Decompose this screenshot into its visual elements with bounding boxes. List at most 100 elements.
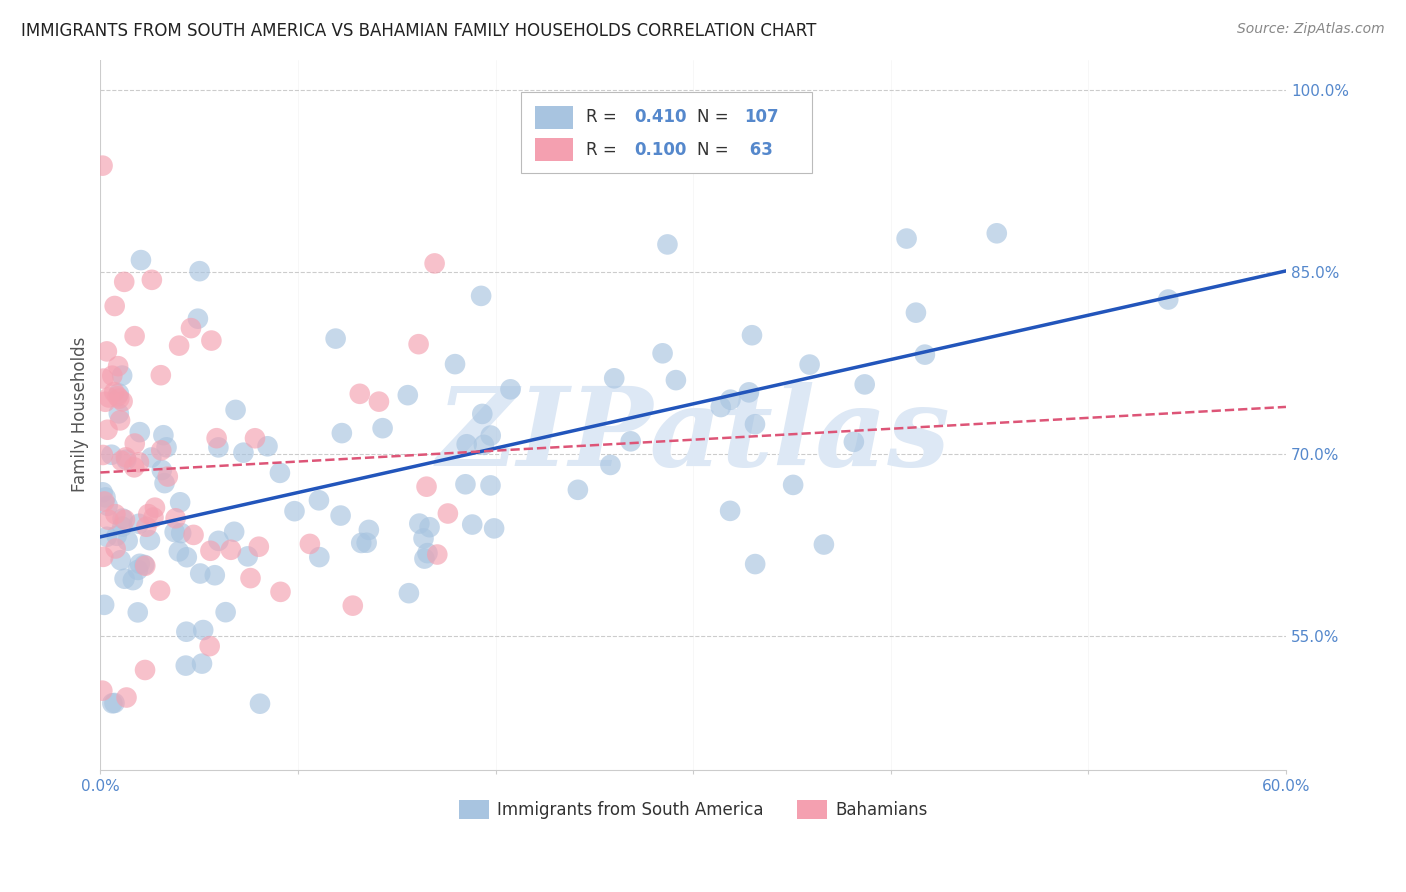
Point	[114, 450, 136, 465]
FancyBboxPatch shape	[536, 138, 574, 161]
Point	[437, 507, 460, 521]
Point	[110, 454, 132, 468]
Point	[115, 690, 138, 705]
Text: Source: ZipAtlas.com: Source: ZipAtlas.com	[1237, 22, 1385, 37]
Point	[91, 549, 114, 564]
Point	[914, 348, 936, 362]
Point	[232, 445, 254, 459]
Point	[225, 403, 247, 417]
Point	[122, 460, 145, 475]
Point	[330, 426, 353, 441]
Point	[101, 696, 124, 710]
Point	[325, 332, 347, 346]
Point	[167, 338, 190, 352]
Point	[124, 329, 146, 343]
Point	[94, 491, 117, 505]
Point	[356, 535, 378, 549]
Point	[236, 549, 259, 564]
Point	[111, 368, 134, 383]
Point	[165, 511, 187, 525]
Point	[205, 431, 228, 445]
Point	[105, 529, 128, 543]
Point	[96, 344, 118, 359]
Point	[207, 441, 229, 455]
Point	[718, 504, 741, 518]
Point	[853, 377, 876, 392]
Point	[243, 431, 266, 445]
Point	[129, 253, 152, 268]
Point	[108, 413, 131, 427]
Point	[103, 385, 125, 400]
Point	[599, 458, 621, 472]
Point	[174, 658, 197, 673]
Point	[176, 550, 198, 565]
Point	[122, 573, 145, 587]
Point	[423, 256, 446, 270]
Point	[169, 495, 191, 509]
Point	[782, 478, 804, 492]
Point	[249, 697, 271, 711]
Point	[398, 586, 420, 600]
Point	[127, 563, 149, 577]
Point	[150, 443, 173, 458]
Point	[114, 513, 136, 527]
Point	[270, 585, 292, 599]
Point	[152, 428, 174, 442]
Point	[149, 583, 172, 598]
Point	[107, 389, 129, 403]
Point	[665, 373, 688, 387]
Point	[799, 358, 821, 372]
Point	[412, 532, 434, 546]
Point	[107, 386, 129, 401]
Point	[104, 541, 127, 556]
Point	[454, 477, 477, 491]
Point	[456, 437, 478, 451]
Point	[269, 466, 291, 480]
Point	[187, 311, 209, 326]
Point	[139, 533, 162, 548]
Point	[416, 546, 439, 560]
Point	[371, 421, 394, 435]
Point	[141, 450, 163, 465]
Point	[657, 237, 679, 252]
Point	[193, 623, 215, 637]
Point	[214, 605, 236, 619]
Point	[198, 639, 221, 653]
Point	[342, 599, 364, 613]
Point	[155, 440, 177, 454]
Text: 63: 63	[744, 141, 773, 159]
Point	[141, 273, 163, 287]
Point	[479, 478, 502, 492]
Point	[986, 227, 1008, 241]
Point	[104, 507, 127, 521]
Point	[93, 494, 115, 508]
Point	[461, 517, 484, 532]
Point	[219, 542, 242, 557]
Point	[408, 337, 430, 351]
Point	[94, 394, 117, 409]
Point	[111, 519, 134, 533]
Point	[842, 434, 865, 449]
Point	[499, 382, 522, 396]
Point	[744, 557, 766, 571]
Text: ZIPatlas: ZIPatlas	[436, 383, 950, 490]
Point	[115, 452, 138, 467]
Point	[620, 434, 643, 449]
Text: 107: 107	[744, 108, 779, 126]
Point	[308, 550, 330, 565]
Point	[163, 524, 186, 539]
Point	[91, 159, 114, 173]
Point	[134, 558, 156, 572]
Point	[283, 504, 305, 518]
FancyBboxPatch shape	[522, 92, 811, 173]
Point	[349, 386, 371, 401]
Point	[396, 388, 419, 402]
Point	[904, 306, 927, 320]
Point	[128, 516, 150, 531]
Point	[128, 455, 150, 469]
Point	[97, 391, 120, 405]
Point	[479, 428, 502, 442]
Point	[188, 264, 211, 278]
Point	[256, 439, 278, 453]
Point	[710, 400, 733, 414]
